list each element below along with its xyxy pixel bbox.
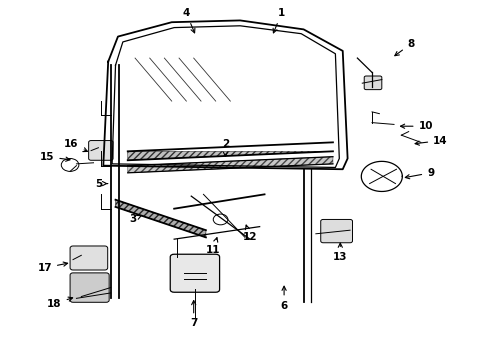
Polygon shape [128, 157, 333, 173]
Text: 11: 11 [206, 238, 220, 255]
Text: 2: 2 [222, 139, 229, 156]
Text: 7: 7 [190, 301, 197, 328]
FancyBboxPatch shape [70, 273, 109, 302]
Text: 4: 4 [183, 8, 195, 33]
Text: 5: 5 [95, 179, 108, 189]
FancyBboxPatch shape [89, 140, 113, 160]
FancyBboxPatch shape [321, 220, 352, 243]
Text: 18: 18 [47, 297, 73, 309]
Polygon shape [116, 200, 206, 237]
Text: 3: 3 [129, 215, 142, 224]
Polygon shape [128, 151, 333, 160]
Text: 15: 15 [40, 152, 70, 162]
Text: 6: 6 [280, 286, 288, 311]
Text: 12: 12 [243, 225, 257, 242]
Text: 1: 1 [273, 8, 285, 33]
Text: 9: 9 [405, 168, 434, 179]
Text: 14: 14 [415, 136, 448, 145]
Text: 16: 16 [64, 139, 87, 152]
FancyBboxPatch shape [170, 254, 220, 292]
FancyBboxPatch shape [364, 76, 382, 90]
Text: 10: 10 [400, 121, 433, 131]
FancyBboxPatch shape [70, 246, 108, 270]
Text: 8: 8 [395, 39, 415, 56]
Text: 17: 17 [37, 262, 68, 273]
Text: 13: 13 [333, 243, 347, 262]
